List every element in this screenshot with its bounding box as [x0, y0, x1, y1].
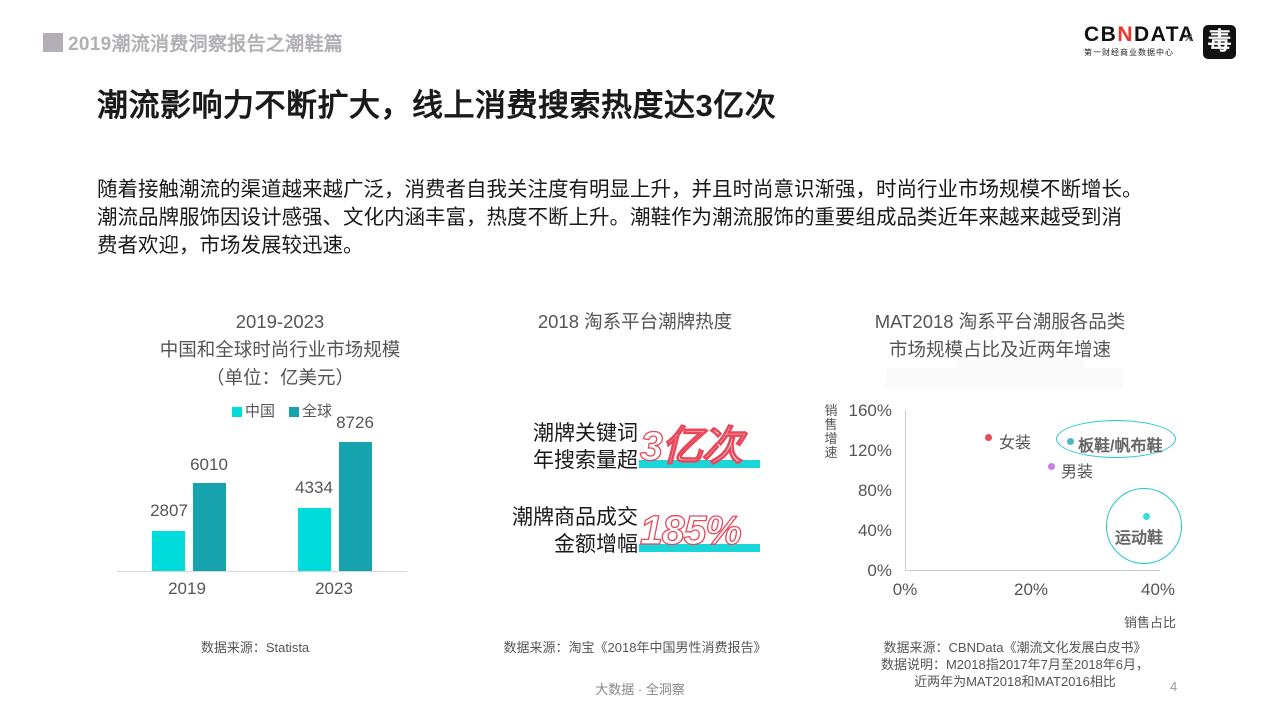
point-label: 运动鞋 [1115, 530, 1164, 547]
chart3-title-line: 市场规模占比及近两年增速 [888, 339, 1111, 360]
chart2-source: 数据来源：淘宝《2018年中国男性消费报告》 [503, 640, 767, 655]
paragraph-line: 潮流品牌服饰因设计感强、文化内涵丰富，热度不断上升。潮鞋作为潮流服饰的重要组成品… [97, 206, 1122, 229]
bar-value-label: 2807 [150, 501, 188, 520]
chart1-title-line: （单位：亿美元） [205, 367, 354, 388]
stat-label-line: 金额增幅 [554, 533, 638, 556]
intro-paragraph: 随着接触潮流的渠道越来越广泛，消费者自我关注度有明显上升，并且时尚意识渐强，时尚… [97, 176, 1207, 260]
bar-global-2019 [193, 483, 226, 572]
brand-name-prefix: CB [1084, 23, 1118, 46]
bar-china-2019 [152, 531, 185, 572]
stat-label-line: 潮牌商品成交 [512, 506, 638, 529]
stat2-label: 潮牌商品成交 金额增幅 [480, 504, 638, 558]
bar-china-2023 [298, 508, 331, 572]
brand-name-n: N [1117, 23, 1135, 46]
stat2-underline [639, 544, 760, 552]
x-category-label: 2019 [168, 579, 206, 598]
y-axis-line [905, 410, 906, 571]
paragraph-line: 随着接触潮流的渠道越来越广泛，消费者自我关注度有明显上升，并且时尚意识渐强，时尚… [97, 178, 1143, 201]
point-label: 男装 [1061, 464, 1094, 481]
chart1-title: 2019-2023 中国和全球时尚行业市场规模 （单位：亿美元） [110, 308, 450, 392]
page-title: 潮流影响力不断扩大，线上消费搜索热度达3亿次 [97, 88, 777, 123]
legend-item-global: 全球 [289, 400, 332, 421]
chart1-plot: 2807 6010 4334 8726 2019 2023 [117, 400, 407, 598]
report-title: 2019潮流消费洞察报告之潮鞋篇 [68, 34, 344, 55]
stat1-value: 3亿次 [639, 423, 743, 469]
ghost-panel [886, 368, 1123, 391]
bar-global-2023 [339, 442, 372, 572]
bar-value-label: 4334 [295, 478, 333, 497]
legend-swatch-global [289, 407, 300, 418]
partner-logo-icon: 毒 [1203, 25, 1236, 59]
times-icon: × [1184, 30, 1194, 47]
y-tick: 80% [857, 481, 892, 500]
y-tick: 0% [867, 561, 892, 580]
ghost-panel [957, 360, 1085, 368]
x-category-label: 2023 [315, 579, 353, 598]
legend-swatch-china [232, 407, 242, 418]
highlight-ring-skate-shoes [1056, 420, 1176, 458]
source-line: 数据说明：M2018指2017年7月至2018年6月， [880, 657, 1150, 672]
paragraph-line: 费者欢迎，市场发展较迅速。 [97, 234, 364, 257]
bar-value-label: 8726 [336, 413, 374, 432]
source-line: 数据来源：CBNData《潮流文化发展白皮书》 [883, 640, 1147, 655]
point-menswear [1048, 463, 1055, 470]
page-number: 4 [1170, 679, 1178, 694]
point-skate-shoes [1067, 438, 1074, 445]
footer-slogan: 大数据 · 全洞察 [595, 682, 685, 697]
legend-item-china: 中国 [232, 400, 275, 421]
point-womenswear [985, 434, 992, 441]
source-line: 近两年为MAT2018和MAT2016相比 [914, 674, 1116, 689]
chart1-legend: 中国 全球 [232, 400, 332, 421]
chart1-source: 数据来源：Statista [200, 640, 310, 655]
highlight-ring-sneakers [1106, 488, 1182, 564]
stat-label-line: 年搜索量超 [533, 449, 638, 472]
legend-label: 全球 [302, 403, 333, 420]
chart1-title-line: 中国和全球时尚行业市场规模 [159, 339, 401, 360]
bar-value-label: 6010 [190, 455, 228, 474]
x-tick: 0% [892, 580, 918, 599]
cbndata-logo: CBNDATA 第一财经商业数据中心 [1084, 24, 1195, 58]
brand-name-suffix: DATA [1134, 23, 1196, 46]
brand-name: CBNDATA [1084, 24, 1195, 46]
chart2-title: 2018 淘系平台潮牌热度 [537, 311, 733, 332]
header-square-icon [43, 33, 63, 52]
legend-label: 中国 [245, 403, 276, 420]
chart3-title-line: MAT2018 淘系平台潮服各品类 [874, 311, 1126, 332]
x-tick: 20% [1013, 580, 1049, 599]
brand-subtitle: 第一财经商业数据中心 [1084, 48, 1174, 57]
chart3-title: MAT2018 淘系平台潮服各品类 市场规模占比及近两年增速 [840, 308, 1160, 364]
stat1-label: 潮牌关键词 年搜索量超 [500, 420, 638, 474]
y-axis-label: 销售增速 [824, 403, 838, 460]
x-axis-line [905, 570, 1160, 571]
point-label: 板鞋/帆布鞋 [1078, 438, 1163, 455]
x-tick: 40% [1140, 580, 1176, 599]
chart3-source: 数据来源：CBNData《潮流文化发展白皮书》 数据说明：M2018指2017年… [850, 639, 1180, 690]
stat1-underline [639, 460, 760, 468]
stat-label-line: 潮牌关键词 [533, 422, 638, 445]
point-sneakers [1143, 513, 1150, 520]
x-axis-label: 销售占比 [1124, 615, 1177, 630]
y-tick: 160% [848, 401, 892, 420]
y-tick: 120% [848, 441, 892, 460]
chart1-title-line: 2019-2023 [235, 311, 325, 332]
point-label: 女装 [999, 435, 1032, 452]
y-tick: 40% [857, 521, 892, 540]
x-axis-line [117, 571, 407, 572]
stat2-value: 185% [639, 507, 742, 553]
